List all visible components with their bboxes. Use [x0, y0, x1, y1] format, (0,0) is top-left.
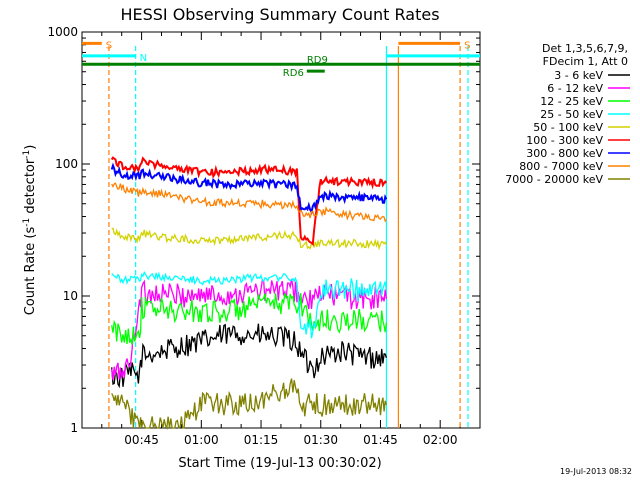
legend-header-line-2: FDecim 1, Att 0	[543, 55, 628, 68]
series-line	[111, 182, 387, 223]
y-axis-label: Count Rate (s-1 detector-1)	[22, 145, 38, 316]
y-tick-label: 100	[55, 157, 78, 171]
plot-frame	[81, 31, 481, 429]
series-lines	[110, 156, 388, 431]
legend-label: 300 - 800 keV	[526, 147, 603, 160]
series-line	[110, 162, 388, 215]
series-line	[111, 378, 388, 431]
flag-label: N	[140, 53, 147, 64]
legend-header-line-1: Det 1,3,5,6,7,9,	[542, 42, 628, 55]
flag-label: S	[106, 40, 112, 51]
x-tick-label: 00:45	[124, 433, 159, 447]
legend-label: 7000 - 20000 keV	[505, 173, 603, 186]
x-tick-label: 01:30	[303, 433, 338, 447]
orbit-markers	[108, 46, 469, 428]
x-axis-label: Start Time (19-Jul-13 00:30:02)	[178, 456, 381, 471]
legend-label: 3 - 6 keV	[554, 69, 603, 82]
series-line	[110, 156, 388, 247]
legend-label: 25 - 50 keV	[540, 108, 603, 121]
generation-timestamp: 19-Jul-2013 08:32	[559, 467, 632, 476]
x-tick-label: 01:00	[184, 433, 219, 447]
plot-ticks	[82, 32, 481, 429]
chart-title: HESSI Observing Summary Count Rates	[120, 5, 439, 24]
legend-label: 6 - 12 keV	[547, 82, 603, 95]
y-tick-labels: 1 10 100 1000	[47, 25, 78, 435]
flag-label: S	[464, 40, 470, 51]
flag-label: RD9	[307, 55, 328, 66]
legend-label: 100 - 300 keV	[526, 134, 603, 147]
legend-label: 800 - 7000 keV	[519, 160, 603, 173]
x-tick-labels: 00:45 01:00 01:15 01:30 01:45 02:00	[124, 433, 457, 447]
flag-label: RD6	[283, 68, 304, 79]
y-tick-label: 1000	[47, 25, 78, 39]
series-line	[111, 271, 388, 339]
series-line	[111, 278, 388, 380]
legend-label: 12 - 25 keV	[540, 95, 603, 108]
x-tick-label: 02:00	[423, 433, 458, 447]
x-tick-label: 01:15	[244, 433, 279, 447]
series-line	[111, 323, 388, 389]
series-line	[111, 227, 387, 251]
legend: Det 1,3,5,6,7,9, FDecim 1, Att 0 3 - 6 k…	[505, 42, 630, 186]
y-tick-label: 1	[70, 421, 78, 435]
legend-label: 50 - 100 keV	[533, 121, 603, 134]
series-line	[111, 293, 388, 345]
y-tick-label: 10	[63, 289, 78, 303]
x-tick-label: 01:45	[363, 433, 398, 447]
